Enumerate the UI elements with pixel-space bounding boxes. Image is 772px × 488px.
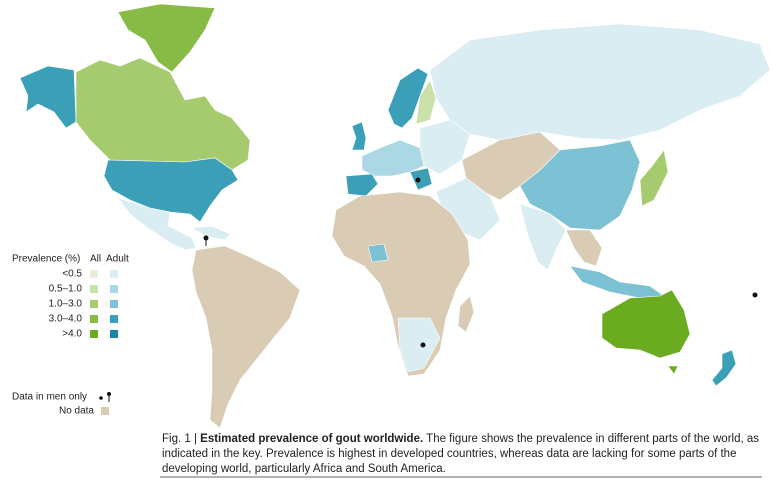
legend-label: >4.0 <box>62 329 82 340</box>
south-america <box>191 245 301 429</box>
marker-dot <box>420 342 426 348</box>
caption-line: developing world, particularly Africa an… <box>162 463 446 475</box>
greenland <box>117 3 216 73</box>
legend-swatch-adult <box>110 285 118 293</box>
mexico <box>117 197 197 251</box>
legend-label: <0.5 <box>62 269 82 280</box>
men-only-markers <box>203 177 758 348</box>
legend-swatch-adult <box>110 330 118 338</box>
caption-title: Estimated prevalence of gout worldwide. <box>200 433 423 445</box>
finland <box>415 79 437 125</box>
south-africa <box>397 317 441 373</box>
legend-swatch-adult <box>110 315 118 323</box>
legend-label: 1.0–3.0 <box>49 299 83 310</box>
legend-swatch-all <box>90 330 98 338</box>
alaska <box>19 65 77 129</box>
legend-swatch-all <box>90 270 98 278</box>
legend-swatch-all <box>90 300 98 308</box>
madagascar <box>457 295 475 333</box>
caption-label: Fig. 1 | <box>162 433 197 445</box>
canada <box>75 57 251 171</box>
australia <box>601 289 691 359</box>
legend-column: All <box>90 254 101 265</box>
korea-japan <box>639 149 669 207</box>
southeast-asia <box>565 229 603 267</box>
caribbean <box>191 225 231 241</box>
nigeria <box>367 243 389 263</box>
balkans <box>409 167 433 191</box>
caption-line: Fig. 1 | Estimated prevalence of gout wo… <box>162 433 759 445</box>
caption: Fig. 1 | Estimated prevalence of gout wo… <box>160 433 762 478</box>
men-only-label: Data in men only <box>12 392 87 403</box>
legend-label: 3.0–4.0 <box>49 314 83 325</box>
caption-line: indicated in the key. Prevalence is high… <box>162 448 736 460</box>
indonesia <box>569 265 665 299</box>
men-only-dot <box>99 396 103 400</box>
legend-swatch-all <box>90 315 98 323</box>
legend-column: Adult <box>106 254 129 265</box>
legend-swatch-all <box>90 285 98 293</box>
russia <box>429 23 771 141</box>
legend: Prevalence (%) All Adult Data in men onl… <box>12 254 129 417</box>
uk <box>351 121 367 151</box>
marker-dot <box>752 292 758 298</box>
new-zealand <box>711 349 737 387</box>
legend-swatch-adult <box>110 300 118 308</box>
west-europe <box>361 139 425 177</box>
world-map <box>19 3 771 429</box>
legend-swatch-adult <box>110 270 118 278</box>
no-data-swatch <box>101 407 109 415</box>
india <box>519 203 567 271</box>
caption-text: The figure shows the prevalence in diffe… <box>426 433 759 445</box>
legend-title: Prevalence (%) <box>12 254 80 265</box>
marker-dot <box>415 177 421 183</box>
legend-label: 0.5–1.0 <box>49 284 83 295</box>
tasmania <box>667 365 679 375</box>
spain <box>345 173 379 197</box>
no-data-label: No data <box>59 406 94 417</box>
usa <box>103 157 239 223</box>
